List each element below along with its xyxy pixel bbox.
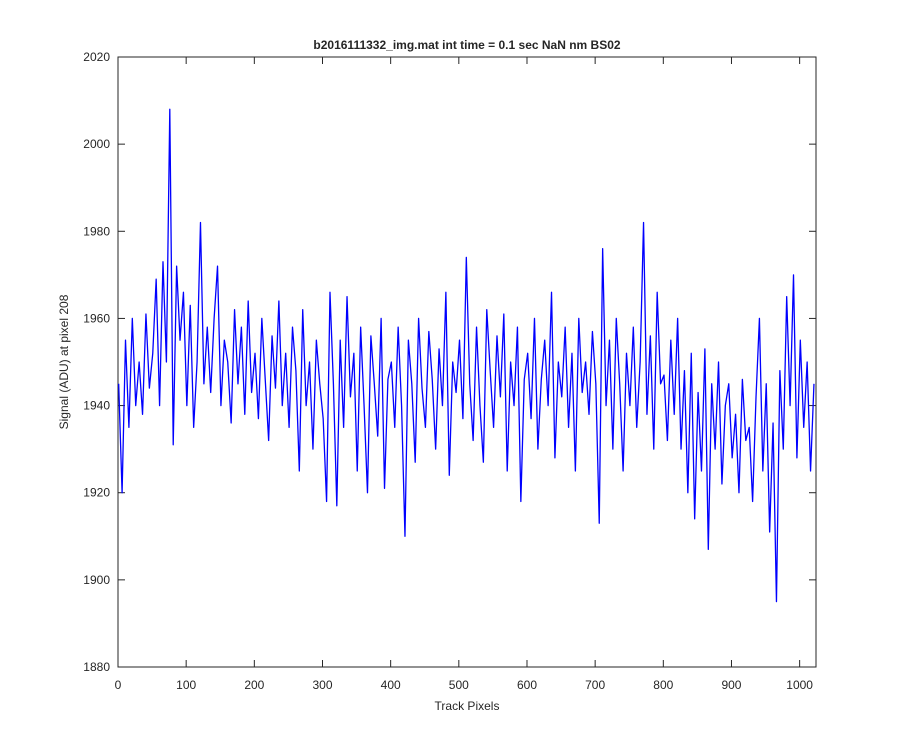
y-tick-label: 1880 <box>83 660 110 674</box>
y-tick-label: 1900 <box>83 573 110 587</box>
plot-box <box>117 56 817 668</box>
x-tick-label: 600 <box>517 678 537 692</box>
y-tick-label: 1960 <box>83 311 110 325</box>
y-axis-label: Signal (ADU) at pixel 208 <box>57 294 71 429</box>
x-tick-label: 500 <box>449 678 469 692</box>
y-tick-label: 2020 <box>83 50 110 64</box>
x-tick-label: 700 <box>585 678 605 692</box>
data-line <box>118 108 815 603</box>
y-tick-label: 1980 <box>83 224 110 238</box>
x-tick-label: 400 <box>381 678 401 692</box>
x-tick-label: 200 <box>244 678 264 692</box>
chart-title: b2016111332_img.mat int time = 0.1 sec N… <box>313 38 620 52</box>
x-tick-label: 0 <box>115 678 122 692</box>
x-axis-label: Track Pixels <box>435 699 500 713</box>
x-tick-label: 800 <box>653 678 673 692</box>
x-tick-label: 300 <box>312 678 332 692</box>
y-tick-label: 2000 <box>83 137 110 151</box>
x-tick-label: 1000 <box>786 678 813 692</box>
y-tick-label: 1940 <box>83 399 110 413</box>
x-tick-label: 900 <box>721 678 741 692</box>
y-tick-label: 1920 <box>83 486 110 500</box>
x-tick-label: 100 <box>176 678 196 692</box>
